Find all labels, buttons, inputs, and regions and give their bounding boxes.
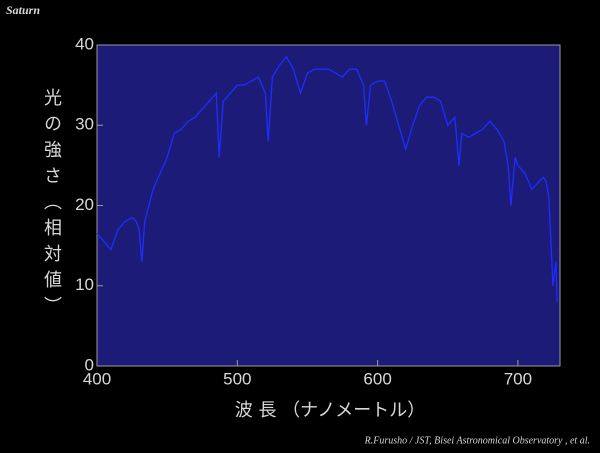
y-tick-label: 20	[75, 195, 94, 214]
plot-area	[96, 44, 561, 367]
x-tick-label: 600	[363, 369, 391, 388]
x-tick-label: 400	[83, 369, 111, 388]
y-tick-label: 30	[75, 115, 94, 134]
y-axis-label: 光の強さ（相対値）	[41, 88, 62, 322]
spectrum-line	[96, 55, 558, 302]
credit: R.Furusho / JST, Bisei Astronomical Obse…	[364, 435, 590, 446]
y-tick-label: 40	[75, 34, 94, 53]
y-tick-label: 10	[75, 275, 94, 294]
x-axis-label: 波 長 （ナノメートル）	[235, 400, 426, 421]
chart-title: Saturn	[6, 3, 40, 17]
x-tick-label: 700	[504, 369, 532, 388]
x-tick-label: 500	[223, 369, 251, 388]
y-tick-label: 0	[85, 355, 94, 374]
